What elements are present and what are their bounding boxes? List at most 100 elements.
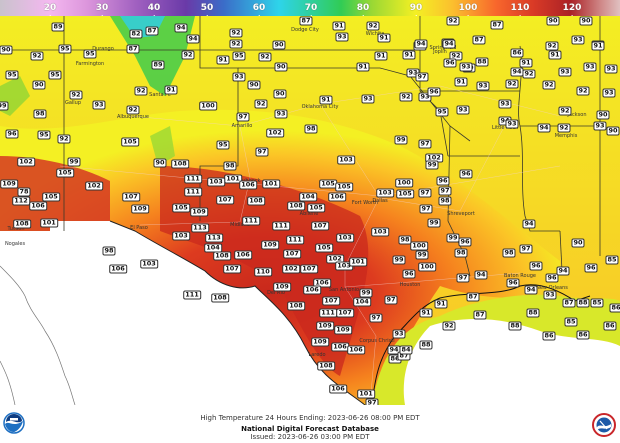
temperature-value: 96 [529,261,543,271]
legend-tick: 90 [410,0,422,18]
temperature-value: 106 [329,384,347,394]
source-name: National Digital Forecast Database [241,425,379,433]
nws-logo [592,413,616,441]
temperature-value: 92 [126,105,140,115]
temperature-value: 96 [506,278,520,288]
temperature-value: 95 [83,49,97,59]
temperature-value: 105 [56,168,74,178]
temperature-value: 92 [229,28,243,38]
temperature-value: 100 [410,241,428,251]
temperature-value: 103 [337,155,355,165]
temperature-value: 94 [556,266,570,276]
temperature-value: 97 [415,72,429,82]
temperature-value: 88 [508,321,522,331]
legend-tick: 60 [253,0,265,18]
temperature-map[interactable]: Farmington Durango Gallup Albuquerque Santa … [0,16,620,405]
temperature-value: 92 [576,86,590,96]
temperature-value: 111 [242,216,260,226]
temperature-value: 94 [524,285,538,295]
temperature-value: 97 [236,112,250,122]
city-label: Albuquerque [117,114,149,120]
temperature-value: 98 [438,196,452,206]
temperature-value: 90 [596,110,610,120]
legend-tick: 40 [148,0,160,18]
temperature-value: 96 [458,237,472,247]
temperature-value: 106 [239,180,257,190]
temperature-value: 92 [30,51,44,61]
temperature-value: 106 [328,192,346,202]
temperature-value: 107 [311,221,329,231]
temperature-value: 99 [425,160,439,170]
temperature-value: 109 [0,179,18,189]
temperature-value: 97 [519,244,533,254]
city-label: Oklahoma City [301,104,339,110]
temperature-value: 91 [216,55,230,65]
temperature-value: 91 [419,308,433,318]
temperature-value: 95 [37,130,51,140]
temperature-value: 108 [211,293,229,303]
temperature-value: 98 [223,161,237,171]
temperature-value: 97 [369,313,383,323]
temperature-value: 109 [316,321,334,331]
temperature-value: 87 [490,20,504,30]
city-label: Corpus Christi [359,338,395,344]
temperature-value: 91 [454,77,468,87]
temperature-value: 96 [584,263,598,273]
city-label: Dodge City [291,27,319,33]
temperature-value: 92 [442,321,456,331]
temperature-value: 99 [415,250,429,260]
temperature-value: 108 [13,219,31,229]
temperature-value: 102 [17,157,35,167]
temperature-value: 87 [299,16,313,26]
legend-tick: 50 [201,0,213,18]
legend-tick: 110 [511,0,529,18]
temperature-value: 106 [234,250,252,260]
temperature-value: 111 [272,221,290,231]
temperature-value: 92 [69,90,83,100]
city-label: Midland [230,222,250,228]
temperature-value: 111 [286,235,304,245]
temperature-value: 90 [32,80,46,90]
temperature-value: 91 [319,95,333,105]
temperature-value: 108 [287,301,305,311]
temperature-value: 98 [502,248,516,258]
temperature-value: 95 [216,140,230,150]
temperature-value: 90 [274,62,288,72]
temperature-value: 112 [12,196,30,206]
temperature-value: 87 [473,310,487,320]
temperature-value: 108 [287,201,305,211]
temperature-value: 94 [537,123,551,133]
temperature-value: 94 [414,39,428,49]
temperature-value: 93 [92,100,106,110]
temperature-value: 92 [542,80,556,90]
temperature-value: 90 [0,45,13,55]
temperature-value: 93 [593,121,607,131]
city-label: Abilene [299,211,319,217]
legend-tick: 100 [459,0,477,18]
temperature-value: 97 [255,147,269,157]
temperature-value: 93 [498,99,512,109]
temperature-value: 84 [399,345,413,355]
temperature-value: 104 [299,192,317,202]
city-label: Houston [399,282,421,288]
city-label: Joplin [433,49,447,55]
temperature-value: 113 [205,233,223,243]
temperature-value: 107 [122,192,140,202]
temperature-value: 96 [436,176,450,186]
city-label: Amarillo [231,123,253,129]
temperature-value: 109 [261,240,279,250]
temperature-value: 93 [476,81,490,91]
temperature-value: 103 [336,233,354,243]
temperature-value: 113 [191,223,209,233]
temperature-value: 106 [303,285,321,295]
temperature-value: 93 [232,72,246,82]
temperature-value: 94 [442,39,456,49]
temperature-value: 106 [347,345,365,355]
temperature-value: 98 [398,235,412,245]
temperature-value: 91 [332,21,346,31]
temperature-value: 92 [134,86,148,96]
city-label: Jackson [567,112,587,118]
temperature-value: 87 [145,26,159,36]
temperature-value: 95 [5,70,19,80]
temperature-value: 87 [472,35,486,45]
